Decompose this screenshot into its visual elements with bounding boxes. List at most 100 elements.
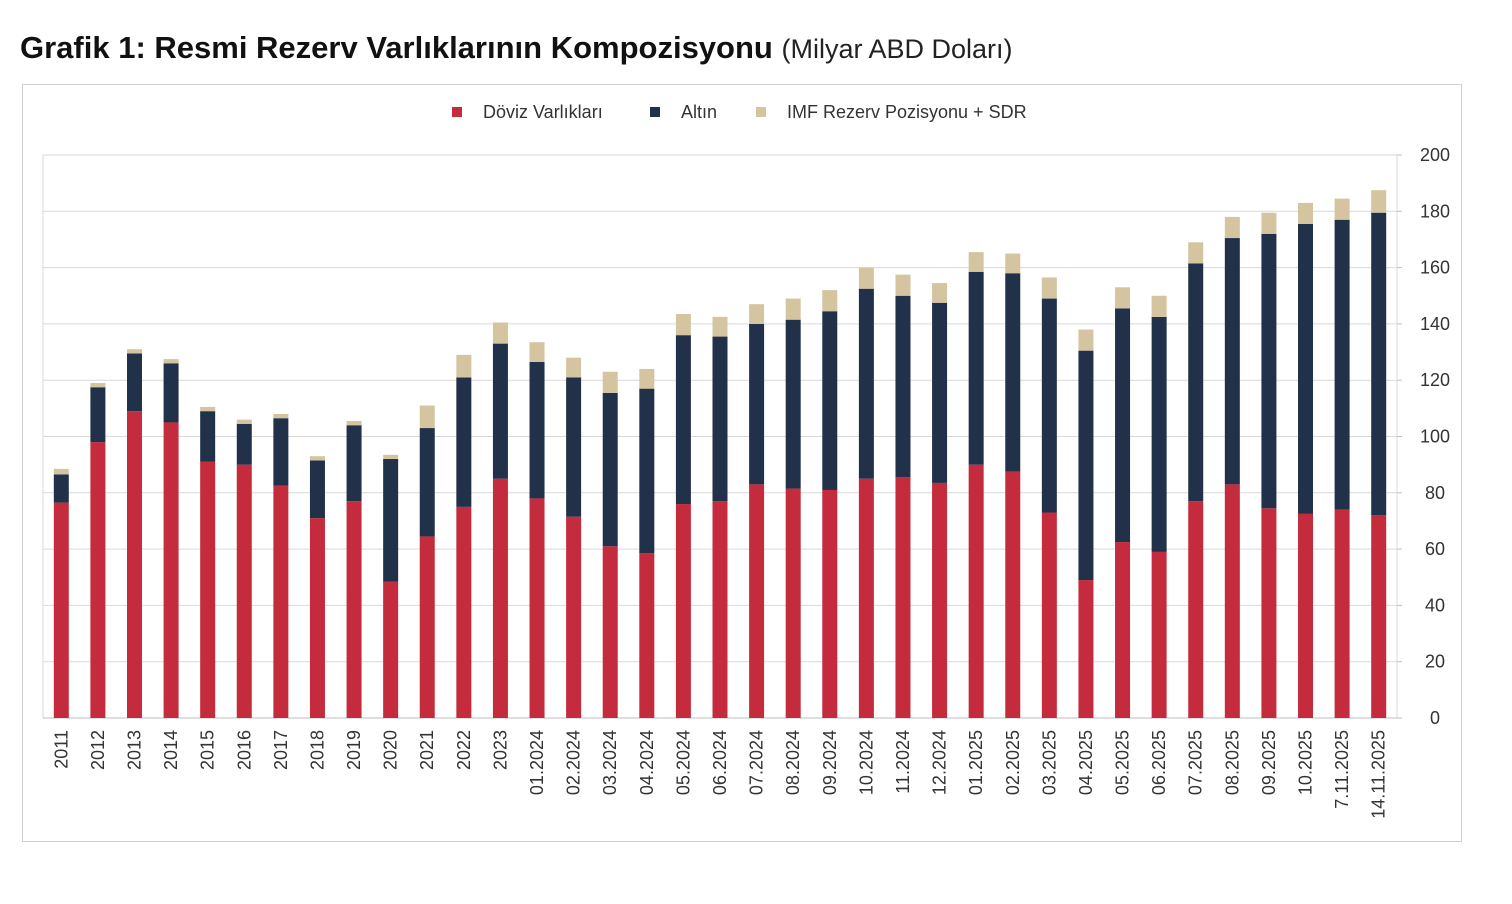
- bar-segment-fx: [529, 498, 545, 718]
- bar-segment-fx: [236, 464, 252, 718]
- x-tick-label: 03.2024: [600, 730, 620, 795]
- x-tick-label: 05.2025: [1113, 730, 1133, 795]
- bar-segment-fx: [90, 442, 106, 718]
- bar-segment-imf: [858, 267, 874, 289]
- bar-segment-fx: [1005, 471, 1021, 718]
- bar-segment-gold: [456, 377, 472, 507]
- legend-label: IMF Rezerv Pozisyonu + SDR: [787, 102, 1027, 122]
- x-tick-label: 2015: [198, 730, 218, 770]
- y-tick-label: 140: [1420, 314, 1450, 334]
- bar-segment-gold: [1115, 308, 1131, 543]
- bar-segment-fx: [309, 518, 325, 718]
- bar-segment-imf: [456, 354, 472, 378]
- bar-segment-gold: [1078, 350, 1094, 581]
- bar-segment-imf: [566, 357, 582, 378]
- bar-segment-fx: [1041, 512, 1057, 718]
- bar-segment-gold: [602, 392, 618, 547]
- legend-label: Döviz Varlıkları: [483, 102, 603, 122]
- bar-segment-gold: [675, 335, 691, 505]
- bar-segment-imf: [1334, 198, 1350, 220]
- bar-segment-fx: [1334, 509, 1350, 718]
- x-tick-label: 2012: [88, 730, 108, 770]
- x-tick-label: 10.2024: [856, 730, 876, 795]
- bar-segment-fx: [53, 502, 69, 718]
- y-tick-label: 0: [1430, 708, 1440, 728]
- bar-segment-imf: [529, 342, 545, 362]
- x-tick-label: 08.2025: [1222, 730, 1242, 795]
- x-tick-label: 7.11.2025: [1332, 730, 1352, 809]
- bar-segment-gold: [1224, 238, 1240, 485]
- bar-segment-gold: [236, 423, 252, 465]
- bar-segment-imf: [1371, 190, 1387, 213]
- bar-segment-fx: [492, 478, 508, 718]
- bar-segment-gold: [785, 319, 801, 489]
- bar-segment-gold: [200, 411, 216, 462]
- bar-segment-imf: [785, 298, 801, 320]
- bar-segment-fx: [456, 506, 472, 718]
- bar-segment-fx: [639, 553, 655, 718]
- bar-segment-imf: [53, 468, 69, 475]
- bar-segment-fx: [712, 501, 728, 718]
- bar-segment-imf: [602, 371, 618, 393]
- bar-segment-gold: [163, 363, 179, 423]
- bar-segment-imf: [932, 283, 948, 303]
- bar-segment-gold: [1298, 223, 1314, 514]
- legend-swatch: [452, 107, 462, 117]
- bar-segment-gold: [822, 311, 838, 490]
- bar-segment-gold: [53, 474, 69, 503]
- x-tick-label: 2021: [417, 730, 437, 770]
- bar-segment-fx: [1188, 501, 1204, 718]
- bar-segment-gold: [968, 271, 984, 465]
- bar-segment-fx: [1115, 542, 1131, 718]
- x-tick-label: 01.2024: [527, 730, 547, 795]
- bar-segment-gold: [1261, 233, 1277, 509]
- bar-segment-gold: [346, 425, 362, 502]
- y-tick-label: 100: [1420, 427, 1450, 447]
- bar-segment-fx: [383, 581, 399, 718]
- x-tick-label: 02.2025: [1003, 730, 1023, 795]
- chart-frame: [22, 84, 1462, 842]
- bar-segment-imf: [822, 290, 838, 312]
- bar-segment-imf: [309, 456, 325, 461]
- x-tick-label: 07.2024: [747, 730, 767, 795]
- legend-swatch: [756, 107, 766, 117]
- x-tick-label: 2013: [124, 730, 144, 770]
- bar-segment-gold: [529, 361, 545, 499]
- bar-segment-fx: [566, 516, 582, 718]
- bar-segment-fx: [822, 489, 838, 718]
- bar-segment-imf: [90, 383, 106, 388]
- bar-segment-gold: [712, 336, 728, 502]
- x-tick-label: 08.2024: [783, 730, 803, 795]
- bar-segment-imf: [419, 405, 435, 429]
- bar-segment-fx: [1224, 484, 1240, 718]
- bar-segment-gold: [858, 288, 874, 479]
- bar-segment-fx: [785, 488, 801, 718]
- bar-segment-fx: [968, 464, 984, 718]
- bar-segment-imf: [200, 406, 216, 412]
- y-tick-label: 120: [1420, 370, 1450, 390]
- bar-segment-imf: [1261, 212, 1277, 234]
- bar-segment-gold: [419, 428, 435, 537]
- bar-segment-imf: [712, 316, 728, 337]
- bar-segment-imf: [675, 314, 691, 336]
- bar-segment-gold: [639, 388, 655, 554]
- bar-segment-imf: [346, 421, 362, 426]
- bar-segment-gold: [492, 343, 508, 479]
- bar-segment-fx: [200, 461, 216, 718]
- x-tick-label: 09.2025: [1259, 730, 1279, 795]
- chart-title: Grafik 1: Resmi Rezerv Varlıklarının Kom…: [20, 30, 1013, 66]
- x-tick-label: 09.2024: [820, 730, 840, 795]
- bar-segment-imf: [1188, 242, 1204, 264]
- bar-segment-gold: [1151, 316, 1167, 552]
- bar-segment-fx: [675, 504, 691, 718]
- bar-segment-imf: [968, 252, 984, 272]
- bar-segment-gold: [566, 377, 582, 517]
- bar-segment-gold: [1188, 263, 1204, 502]
- bar-segment-gold: [895, 295, 911, 478]
- x-tick-label: 03.2025: [1039, 730, 1059, 795]
- bar-segment-fx: [932, 482, 948, 718]
- bar-segment-gold: [1005, 273, 1021, 472]
- y-tick-label: 40: [1425, 595, 1445, 615]
- bar-segment-imf: [1115, 287, 1131, 309]
- bar-segment-imf: [273, 413, 289, 419]
